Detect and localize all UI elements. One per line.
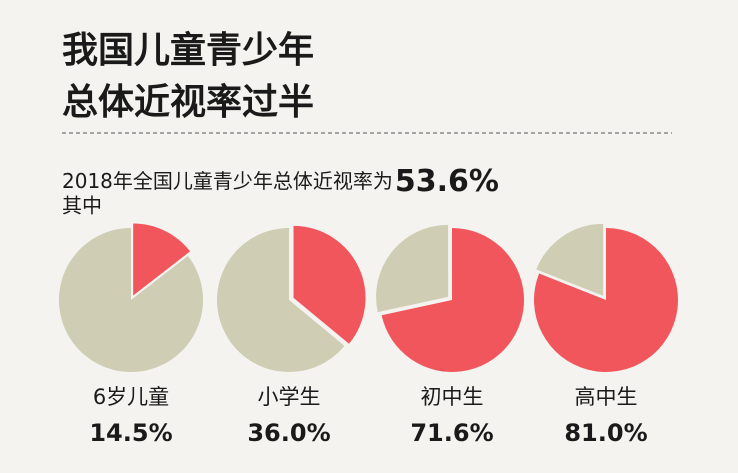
pie-label: 初中生 <box>421 385 484 409</box>
pie-remainder <box>217 227 345 373</box>
pie-slice <box>533 228 678 373</box>
pie-value-label: 81.0% <box>564 419 647 447</box>
pie-value-label: 14.5% <box>89 419 172 447</box>
title-line: 我国儿童青少年 <box>62 29 314 71</box>
pie-value-label: 36.0% <box>247 419 330 447</box>
pie-label: 高中生 <box>575 385 638 409</box>
subtitle-text: 2018年全国儿童青少年总体近视率为 <box>62 169 393 193</box>
pie-value-label: 71.6% <box>410 419 493 447</box>
pie-slice <box>381 228 524 372</box>
pie-slice <box>133 223 191 296</box>
subtitle: 2018年全国儿童青少年总体近视率为53.6% <box>62 164 499 199</box>
pie-remainder <box>376 224 449 313</box>
pie-label: 小学生 <box>258 385 321 409</box>
pie-label: 6岁儿童 <box>93 385 169 409</box>
note: 其中 <box>62 194 102 218</box>
pie-slice <box>293 225 366 344</box>
subtitle-highlight: 53.6% <box>395 164 499 199</box>
title-line: 总体近视率过半 <box>62 82 314 123</box>
pie-remainder <box>58 227 203 372</box>
pie-remainder <box>536 223 604 296</box>
